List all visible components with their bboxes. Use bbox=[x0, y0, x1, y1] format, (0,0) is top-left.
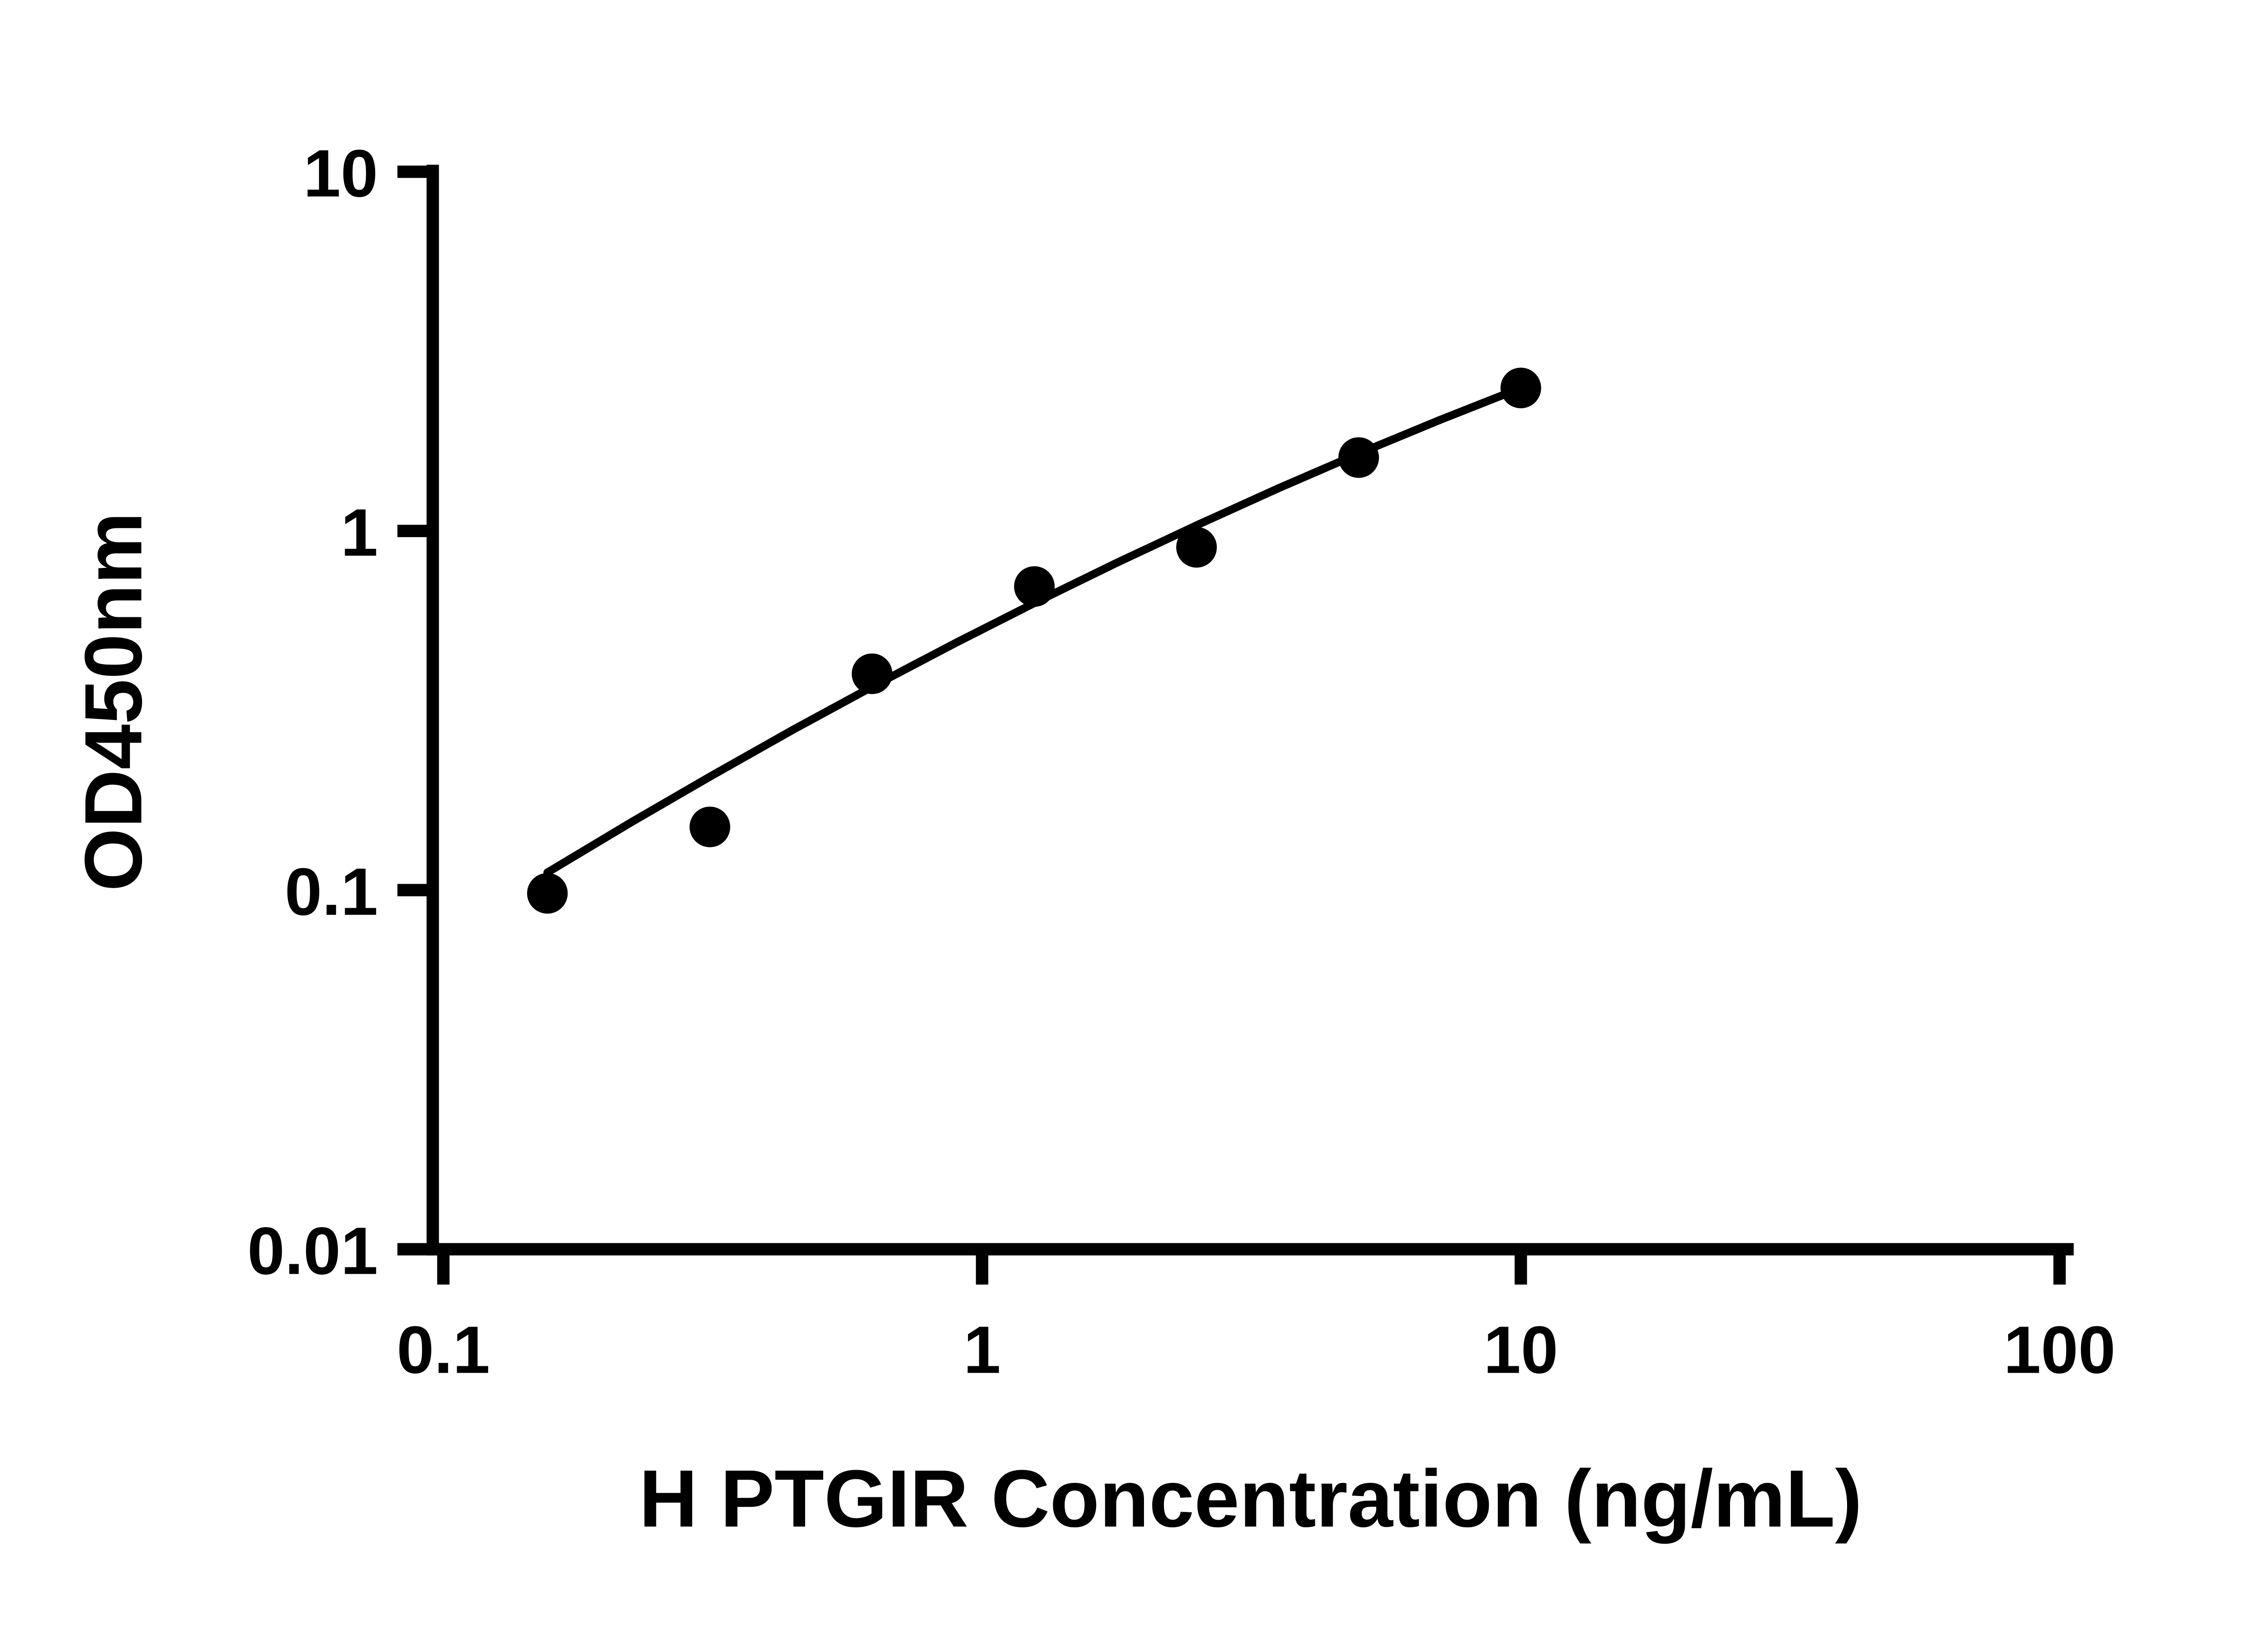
y-axis-ticks: 0.01 0.1 1 10 bbox=[247, 136, 433, 1289]
data-point bbox=[1014, 566, 1055, 607]
y-tick-label: 1 bbox=[341, 495, 378, 570]
x-axis-title: H PTGIR Concentration (ng/mL) bbox=[639, 1453, 1862, 1544]
y-tick-label: 0.1 bbox=[285, 855, 378, 929]
x-tick-label: 100 bbox=[2004, 1313, 2116, 1388]
y-tick-label: 0.01 bbox=[247, 1214, 378, 1289]
data-point bbox=[689, 807, 730, 847]
x-tick-label: 10 bbox=[1484, 1313, 1559, 1388]
data-point bbox=[527, 873, 568, 914]
x-tick-label: 0.1 bbox=[397, 1313, 490, 1388]
data-point bbox=[1338, 437, 1379, 478]
y-tick-label: 10 bbox=[303, 136, 378, 211]
y-axis-title: OD450nm bbox=[68, 512, 159, 891]
x-tick-label: 1 bbox=[963, 1313, 1001, 1388]
data-points bbox=[527, 367, 1541, 914]
data-point bbox=[1501, 367, 1541, 409]
x-axis-ticks: 0.1 1 10 100 bbox=[397, 1249, 2116, 1388]
data-point bbox=[1176, 527, 1217, 568]
data-point bbox=[851, 653, 893, 694]
